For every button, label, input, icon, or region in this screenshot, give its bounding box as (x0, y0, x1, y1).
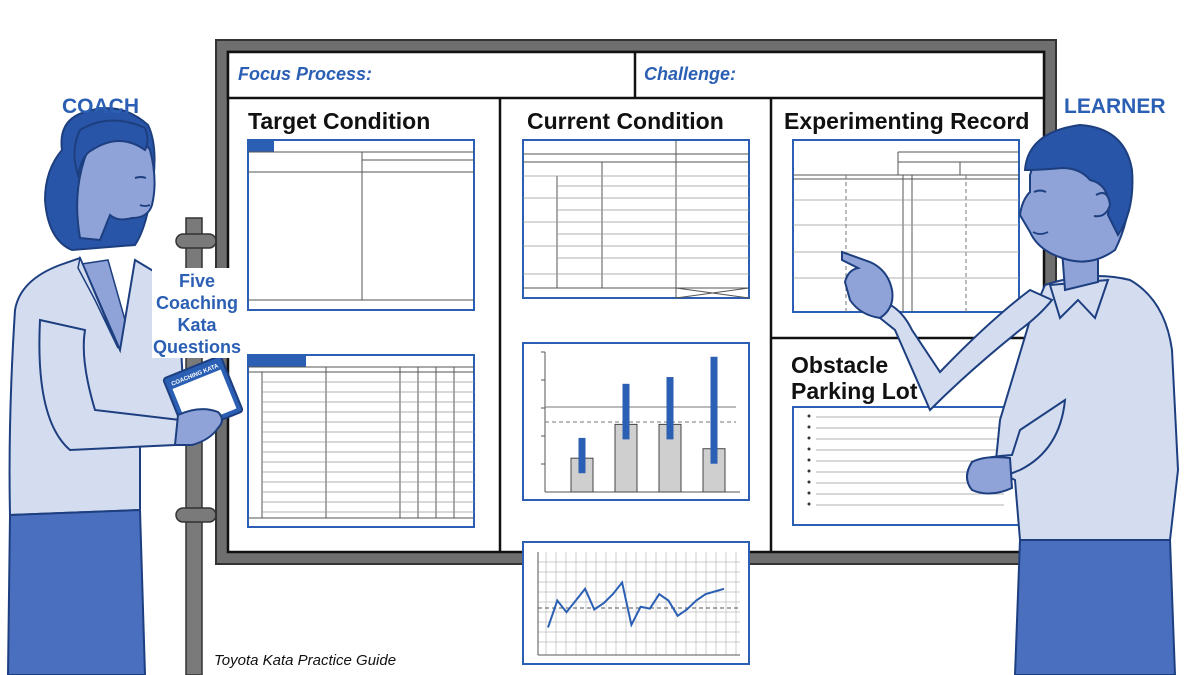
bar-blue-1 (578, 437, 586, 474)
bar-blue-3 (666, 377, 674, 440)
obstacle-parking-lot-title: Obstacle Parking Lot (791, 352, 918, 404)
run-chart-panel (522, 541, 750, 665)
coach-label: COACH (62, 95, 139, 118)
coaching-card-bg (152, 268, 242, 358)
obstacle-title-line1: Obstacle (791, 352, 889, 378)
experimenting-record-title: Experimenting Record (784, 108, 1030, 134)
bar-chart-panel (522, 342, 750, 501)
five-coaching-kata-questions-card: Five Coaching Kata Questions (140, 270, 254, 358)
target-condition-title: Target Condition (248, 108, 431, 134)
current-condition-title: Current Condition (527, 108, 724, 134)
card-line-2: Coaching (155, 293, 238, 313)
target-condition-table-bottom (247, 354, 475, 528)
focus-process-label: Focus Process: (238, 64, 373, 84)
challenge-label: Challenge: (644, 64, 737, 84)
learner-figure (841, 123, 1180, 675)
learner-label: LEARNER (1064, 95, 1166, 118)
bar-blue-2 (622, 383, 630, 440)
run-chart-line (547, 580, 725, 628)
caption: Toyota Kata Practice Guide (214, 652, 397, 669)
card-line-3: Kata (177, 315, 217, 335)
target-condition-table-top (247, 139, 475, 311)
card-line-1: Five (178, 271, 216, 291)
obstacle-title-line2: Parking Lot (791, 378, 918, 404)
current-condition-table (522, 139, 750, 299)
bar-blue-4 (710, 356, 718, 464)
coach-figure: COACHING KATA (6, 107, 244, 675)
experimenting-record-table (792, 139, 1020, 313)
card-line-4: Questions (152, 337, 241, 357)
